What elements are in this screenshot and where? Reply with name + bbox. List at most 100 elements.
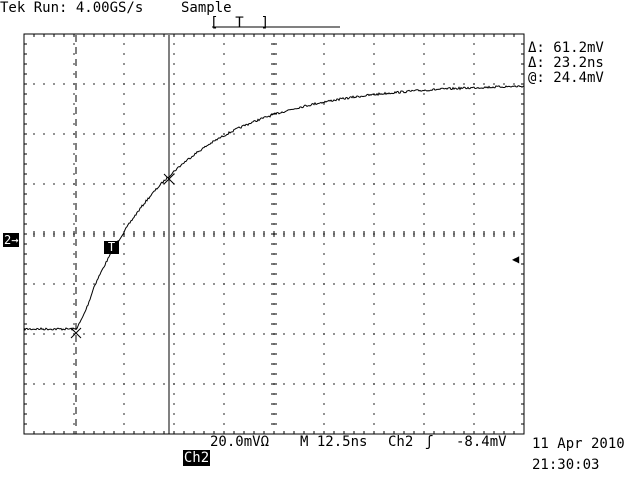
graticule-dot [333,383,335,385]
graticule-dot [183,383,185,385]
graticule-dot [473,273,475,275]
graticule-dot [173,293,175,295]
graticule-dot [193,333,195,335]
graticule-dot [233,283,235,285]
graticule-dot [373,103,375,105]
graticule-dot [423,133,425,135]
graticule-dot [253,333,255,335]
graticule-dot [423,273,425,275]
graticule-dot [383,183,385,185]
graticule-dot [323,333,325,335]
graticule-dot [123,303,125,305]
graticule-dot [63,283,65,285]
graticule-dot [373,113,375,115]
graticule-dot [323,143,325,145]
graticule-dot [433,283,435,285]
graticule-dot [123,363,125,365]
graticule-dot [123,203,125,205]
graticule-dot [373,213,375,215]
graticule-dot [503,283,505,285]
graticule-dot [233,133,235,135]
graticule-dot [173,413,175,415]
channel-2-ground-marker[interactable]: 2→ [3,233,20,247]
graticule-dot [253,133,255,135]
graticule-dot [403,383,405,385]
graticule-dot [323,323,325,325]
graticule-dot [223,133,225,135]
graticule-dot [33,83,35,85]
graticule-dot [73,203,75,205]
graticule-dot [253,383,255,385]
graticule-dot [223,203,225,205]
graticule-dot [53,383,55,385]
graticule-dot [473,203,475,205]
graticule-dot [73,323,75,325]
graticule-dot [493,83,495,85]
graticule-dot [123,343,125,345]
graticule-dot [173,363,175,365]
graticule-dot [473,153,475,155]
graticule-dot [93,83,95,85]
graticule-dot [323,103,325,105]
graticule-dot [423,53,425,55]
graticule-dot [73,213,75,215]
graticule-dot [353,333,355,335]
graticule-dot [173,63,175,65]
graticule-dot [73,143,75,145]
graticule-dot [423,173,425,175]
graticule-dot [333,133,335,135]
graticule-dot [173,83,175,85]
trigger-level-arrow-icon[interactable]: ◀ [512,252,520,266]
graticule-dot [343,133,345,135]
graticule-dot [383,383,385,385]
graticule-dot [173,133,175,135]
graticule-dot [483,83,485,85]
graticule-dot [213,83,215,85]
graticule-dot [413,333,415,335]
graticule-dot [333,183,335,185]
graticule-dot [383,283,385,285]
graticule-dot [223,243,225,245]
footer-channel[interactable]: Ch2 [182,450,211,466]
graticule-dot [443,333,445,335]
graticule-dot [373,363,375,365]
graticule-dot [313,183,315,185]
footer-date: 11 Apr 2010 [532,436,625,452]
graticule-dot [423,263,425,265]
graticule-dot [493,133,495,135]
graticule-dot [223,323,225,325]
graticule-dot [323,403,325,405]
graticule-dot [423,393,425,395]
graticule-dot [243,283,245,285]
graticule-dot [73,333,75,335]
trigger-position-marker[interactable]: T [104,241,119,254]
graticule-dot [223,403,225,405]
graticule-dot [423,303,425,305]
graticule-dot [473,163,475,165]
graticule-dot [173,153,175,155]
graticule-dot [423,43,425,45]
graticule-dot [123,143,125,145]
graticule-dot [73,113,75,115]
graticule-dot [353,183,355,185]
graticule-dot [113,83,115,85]
graticule-dot [83,283,85,285]
graticule-dot [473,53,475,55]
graticule-dot [243,333,245,335]
graticule-dot [53,83,55,85]
graticule-dot [193,383,195,385]
graticule-dot [463,133,465,135]
graticule-dot [223,183,225,185]
graticule-dot [373,383,375,385]
graticule-dot [173,203,175,205]
graticule-dot [493,283,495,285]
graticule-dot [73,163,75,165]
graticule-dot [73,43,75,45]
graticule-dot [353,283,355,285]
graticule-dot [223,83,225,85]
graticule-dot [73,353,75,355]
graticule-dot [473,173,475,175]
graticule-dot [213,383,215,385]
graticule-dot [193,83,195,85]
graticule-dot [323,423,325,425]
